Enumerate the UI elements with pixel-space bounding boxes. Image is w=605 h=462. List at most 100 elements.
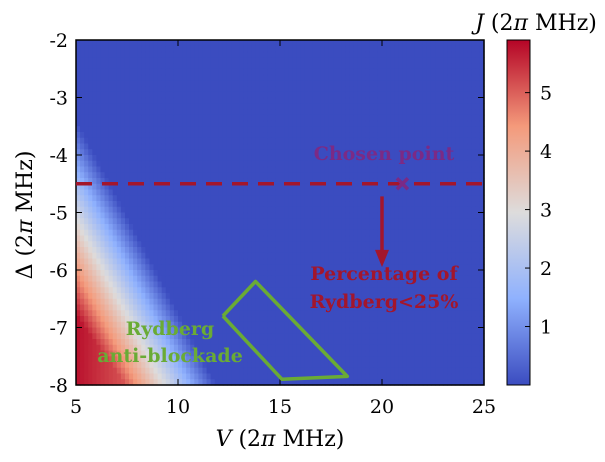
heatmap-cell [394,52,399,58]
heatmap-cell [317,121,322,127]
heatmap-cell [382,75,387,81]
heatmap-cell [231,207,236,213]
heatmap-cell [243,40,248,46]
heatmap-cell [272,115,277,121]
heatmap-cell [300,293,305,299]
heatmap-cell [190,80,195,86]
heatmap-cell [309,98,314,104]
heatmap-cell [235,144,240,150]
heatmap-cell [178,103,183,109]
heatmap-cell [300,63,305,69]
heatmap-cell [137,86,142,92]
heatmap-cell [121,86,126,92]
heatmap-cell [390,247,395,253]
heatmap-cell [198,230,203,236]
heatmap-cell [378,86,383,92]
heatmap-cell [358,333,363,339]
heatmap-cell [349,115,354,121]
heatmap-cell [202,138,207,144]
heatmap-cell [145,138,150,144]
heatmap-cell [313,195,318,201]
heatmap-cell [349,109,354,115]
heatmap-cell [84,316,89,322]
heatmap-cell [333,40,338,46]
heatmap-cell [190,282,195,288]
heatmap-cell [194,149,199,155]
heatmap-cell [337,322,342,328]
heatmap-cell [394,132,399,138]
heatmap-cell [321,172,326,178]
heatmap-cell [105,316,110,322]
heatmap-cell [284,149,289,155]
heatmap-cell [194,52,199,58]
heatmap-cell [141,172,146,178]
heatmap-cell [390,362,395,368]
heatmap-cell [84,339,89,345]
heatmap-cell [268,75,273,81]
heatmap-cell [158,374,163,380]
heatmap-cell [264,121,269,127]
heatmap-cell [382,126,387,132]
heatmap-cell [109,368,114,374]
heatmap-cell [239,161,244,167]
heatmap-cell [402,218,407,224]
heatmap-cell [260,316,265,322]
heatmap-cell [178,40,183,46]
heatmap-cell [202,293,207,299]
heatmap-cell [92,109,97,115]
heatmap-cell [207,109,212,115]
heatmap-cell [398,86,403,92]
heatmap-cell [211,132,216,138]
heatmap-cell [280,247,285,253]
heatmap-cell [321,98,326,104]
heatmap-cell [96,276,101,282]
heatmap-cell [243,316,248,322]
heatmap-cell [309,322,314,328]
heatmap-cell [382,190,387,196]
heatmap-cell [158,264,163,270]
heatmap-cell [272,138,277,144]
heatmap-cell [268,276,273,282]
heatmap-cell [300,368,305,374]
heatmap-cell [337,339,342,345]
heatmap-cell [309,218,314,224]
heatmap-cell [406,247,411,253]
heatmap-cell [256,207,261,213]
heatmap-cell [166,287,171,293]
heatmap-cell [154,224,159,230]
heatmap-cell [190,374,195,380]
heatmap-cell [406,201,411,207]
heatmap-cell [284,253,289,259]
heatmap-cell [300,75,305,81]
heatmap-cell [276,69,281,75]
heatmap-cell [133,224,138,230]
heatmap-cell [100,218,105,224]
heatmap-cell [337,92,342,98]
heatmap-cell [80,167,85,173]
heatmap-cell [231,374,236,380]
heatmap-cell [231,316,236,322]
heatmap-cell [211,109,216,115]
heatmap-cell [272,351,277,357]
heatmap-cell [162,80,167,86]
heatmap-cell [411,86,416,92]
heatmap-cell [394,218,399,224]
heatmap-cell [92,178,97,184]
heatmap-cell [296,305,301,311]
heatmap-cell [382,46,387,52]
heatmap-cell [341,316,346,322]
heatmap-cell [219,230,224,236]
heatmap-cell [300,259,305,265]
heatmap-cell [215,52,220,58]
heatmap-cell [329,46,334,52]
heatmap-cell [80,46,85,52]
heatmap-cell [390,103,395,109]
heatmap-cell [215,305,220,311]
heatmap-cell [121,103,126,109]
heatmap-cell [133,52,138,58]
heatmap-cell [251,155,256,161]
heatmap-cell [398,167,403,173]
heatmap-cell [125,310,130,316]
heatmap-cell [358,356,363,362]
heatmap-cell [174,63,179,69]
